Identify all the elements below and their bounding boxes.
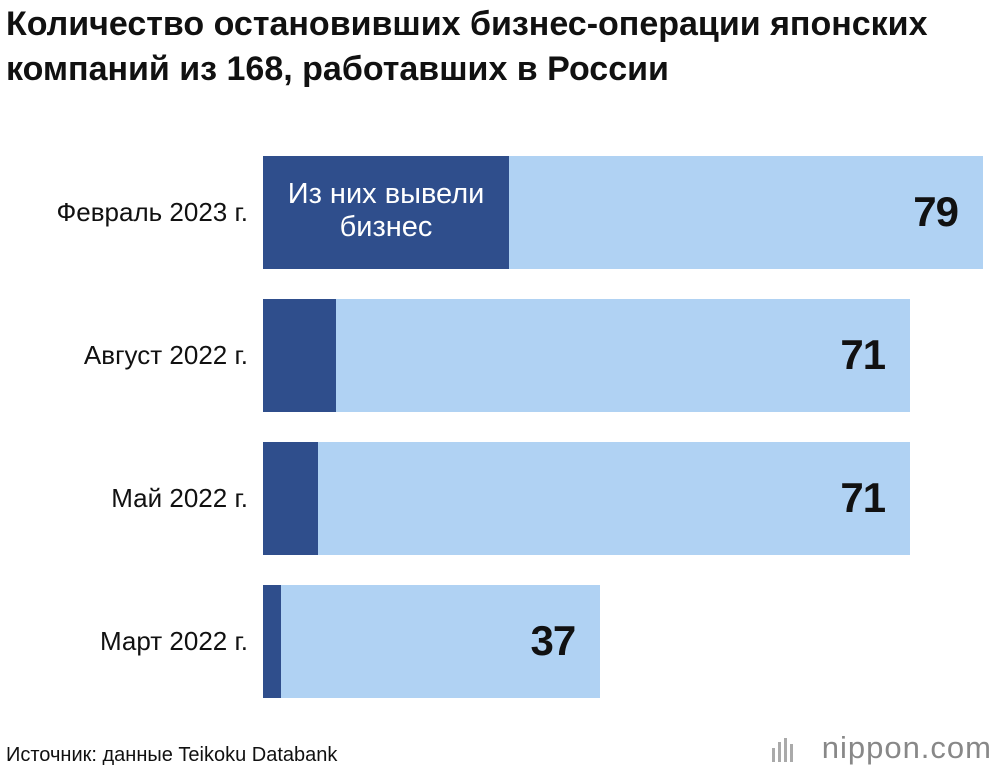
chart-title: Количество остановивших бизнес-операции … bbox=[6, 5, 928, 88]
bar bbox=[263, 441, 911, 555]
category-label: Март 2022 г. bbox=[99, 626, 248, 656]
source: Источник: данные Teikoku Databank bbox=[6, 744, 338, 766]
brand-icon bbox=[772, 738, 793, 762]
value-label: 79 bbox=[913, 188, 959, 235]
value-label: 71 bbox=[840, 331, 886, 378]
subset-bar bbox=[263, 298, 336, 412]
category-label: Август 2022 г. bbox=[83, 340, 248, 370]
subset-bar bbox=[263, 584, 282, 698]
bar bbox=[263, 584, 601, 698]
value-label: 71 bbox=[840, 474, 886, 521]
value-label: 37 bbox=[530, 617, 577, 664]
brand: nippon.com bbox=[821, 730, 992, 765]
bar bbox=[263, 298, 911, 412]
subset-name: Из них вывели бизнес bbox=[287, 178, 485, 243]
subset-bar bbox=[263, 155, 510, 269]
category-label: Май 2022 г. bbox=[111, 483, 248, 513]
subset-bar bbox=[263, 441, 318, 555]
category-label: Февраль 2023 г. bbox=[56, 197, 249, 227]
